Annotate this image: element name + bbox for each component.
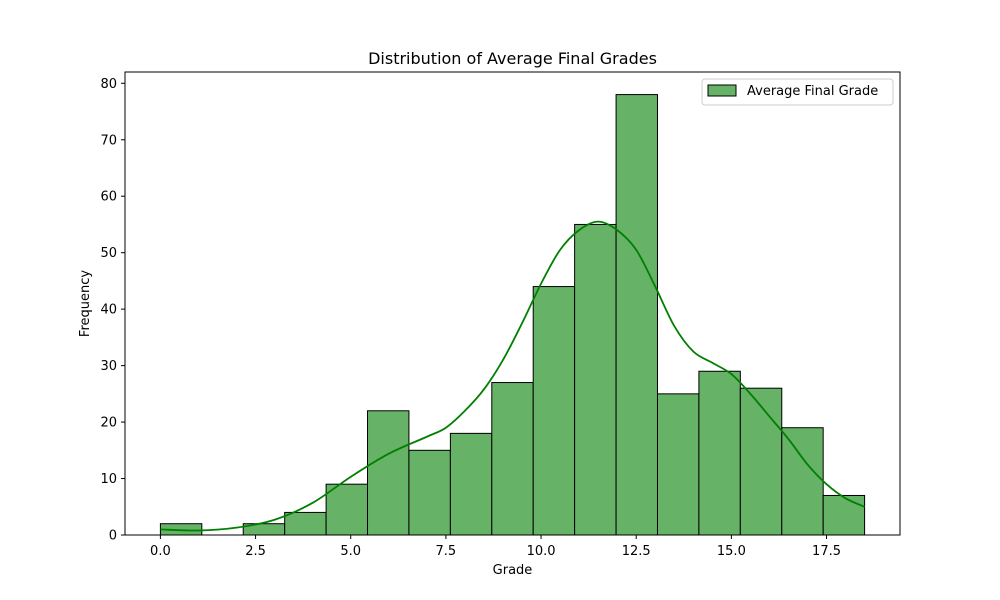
y-tick-label: 10 [100, 472, 117, 487]
x-tick-label: 15.0 [717, 544, 746, 559]
histogram-bar [698, 370, 741, 536]
x-tick-label: 2.5 [245, 544, 266, 559]
legend: Average Final Grade [701, 78, 894, 106]
x-tick-label: 5.0 [340, 544, 361, 559]
plot-frame [124, 71, 901, 536]
y-tick-label: 60 [100, 190, 117, 205]
histogram-bar [491, 382, 534, 536]
y-axis-ticks: 0 10 20 30 40 50 60 70 80 [100, 77, 125, 544]
kde-curve [160, 220, 865, 532]
x-axis-label: Grade [493, 563, 533, 578]
y-tick-label: 20 [100, 416, 117, 431]
x-tick-label: 10.0 [527, 544, 556, 559]
legend-label: Average Final Grade [747, 84, 878, 99]
histogram-bar [284, 511, 327, 536]
y-tick-label: 0 [109, 529, 117, 544]
histogram-bar [781, 427, 824, 536]
y-tick-label: 80 [100, 77, 117, 92]
x-tick-label: 7.5 [436, 544, 457, 559]
y-axis-label: Frequency [78, 270, 93, 337]
legend-box [701, 78, 894, 106]
x-tick-label: 12.5 [622, 544, 651, 559]
histogram-bar [325, 483, 369, 536]
x-tick-label: 0.0 [150, 544, 171, 559]
histogram-bar [739, 387, 783, 536]
histogram-bar [532, 286, 576, 536]
x-tick-label: 17.5 [812, 544, 841, 559]
histogram-bar [449, 432, 493, 536]
histogram-bar [574, 223, 617, 536]
y-tick-label: 40 [100, 303, 117, 318]
y-tick-label: 50 [100, 246, 117, 261]
chart-title: Distribution of Average Final Grades [368, 49, 657, 68]
histogram-bar [408, 449, 451, 536]
y-tick-label: 30 [100, 359, 117, 374]
histogram-bar [656, 393, 700, 536]
y-tick-label: 70 [100, 133, 117, 148]
legend-swatch [707, 84, 737, 97]
histogram-bar [822, 494, 866, 536]
bars-layer [159, 94, 866, 536]
histogram-bar [615, 94, 658, 536]
x-axis-ticks: 0.0 2.5 5.0 7.5 10.0 12.5 15.0 17.5 [150, 535, 841, 559]
histogram-bar [367, 410, 410, 536]
